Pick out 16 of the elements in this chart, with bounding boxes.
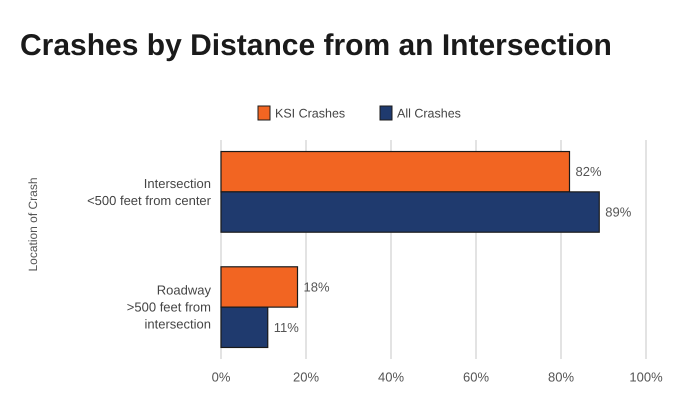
y-axis-title: Location of Crash <box>26 177 40 272</box>
x-tick-label: 40% <box>378 370 404 385</box>
data-label: 18% <box>304 280 330 295</box>
legend-label: KSI Crashes <box>275 106 346 120</box>
x-tick-label: 20% <box>292 370 320 385</box>
data-label: 11% <box>274 320 300 335</box>
y-tick-label: Roadway >500 feet from intersection <box>126 282 212 332</box>
data-label: 82% <box>576 164 602 180</box>
x-tick-label: 100% <box>629 370 664 385</box>
x-tick-label: 80% <box>548 370 574 385</box>
legend-label: All Crashes <box>397 106 461 120</box>
chart-title: Crashes by Distance from an Intersection <box>20 29 612 62</box>
x-tick-label: 60% <box>462 370 490 385</box>
data-label: 89% <box>605 204 632 220</box>
x-tick-label: 0% <box>212 370 231 385</box>
y-tick-label: Intersection <500 feet from center <box>87 176 212 208</box>
